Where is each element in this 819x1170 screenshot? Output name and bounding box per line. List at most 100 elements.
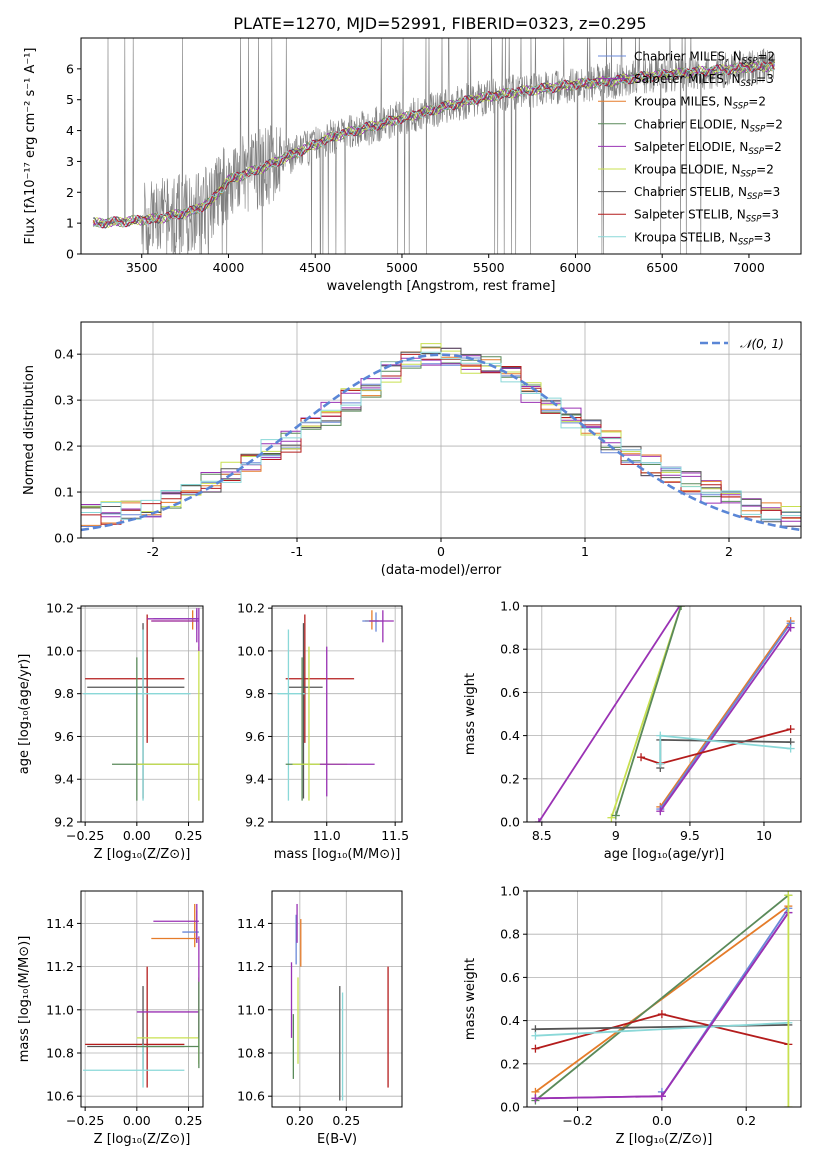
x-axis-label: wavelength [Angstrom, rest frame] [327,279,556,294]
y-tick-label: 9.4 [54,772,74,787]
x-tick-label: 6500 [646,260,678,275]
y-tick-label: 0.0 [54,531,74,546]
x-tick-label: 4000 [213,260,245,275]
plot-area [531,891,793,1107]
axes-frame [526,605,802,823]
axes-frame [271,605,403,823]
x-tick-label: 0.25 [175,1113,203,1128]
y-tick-label: 5 [66,92,74,107]
y-tick-label: 9.2 [54,815,74,830]
gaussian-curve [81,353,801,532]
panel-age_vs_Z: −0.25 0.00 0.25 9.2 9.4 9.6 9.8 10.0 10.2 Z [log₁… [17,601,204,862]
y-tick-label: 10.8 [237,1046,265,1061]
y-tick-label: 3 [66,154,74,169]
panel-mass_vs_Z: −0.25 0.00 0.25 10.6 10.8 11.0 11.2 11.4 Z [log₁… [17,890,204,1147]
x-tick-label: 2 [725,544,733,559]
x-tick-label: 11.5 [381,828,409,843]
y-tick-label: 10.6 [46,1089,74,1104]
y-tick-label: 0.4 [500,1013,520,1028]
x-tick-label: −0.25 [66,828,104,843]
weight-line [659,627,792,812]
weight-line [534,894,789,1102]
legend-entry: Salpeter ELODIE, NSSP=2 [634,140,782,157]
panel-age_vs_mass: 11.0 11.5 9.2 9.4 9.6 9.8 10.0 10.2 mass [log₁₀(… [237,601,409,862]
model-fit-line [92,61,775,229]
legend-entry: Kroupa ELODIE, NSSP=2 [634,163,774,180]
y-tick-label: 0.0 [500,815,520,830]
x-tick-label: 0.20 [286,1113,314,1128]
x-axis-label: Z [log₁₀(Z/Z⊙)] [94,847,191,862]
x-tick-label: 3500 [126,260,158,275]
legend-entry: Chabrier MILES, NSSP=2 [634,50,775,67]
y-tick-label: 0.3 [54,393,74,408]
panel-mass_vs_ebv: 0.20 0.25 10.6 10.8 11.0 11.2 11.4 E(B-V) [237,890,403,1147]
x-tick-label: −0.25 [66,1113,104,1128]
model-fit-line [93,60,775,229]
y-tick-label: 10.2 [46,601,74,616]
chart-panels: 3500 4000 4500 5000 5500 6000 6500 7000 0 1 2 3 4 5 6 w… [17,37,802,1147]
plot-area [83,903,200,1088]
legend-entry: Chabrier ELODIE, NSSP=2 [634,117,783,134]
y-tick-label: 9.8 [54,686,74,701]
plot-area [290,903,389,1101]
y-tick-label: 1.0 [500,884,520,899]
x-tick-label: 0.0 [652,1113,672,1128]
y-axis-label: Flux [fλ10⁻¹⁷ erg cm⁻² s⁻¹ A⁻¹] [23,48,38,245]
legend-entry: Kroupa MILES, NSSP=2 [634,95,766,112]
y-tick-label: 0.6 [500,685,520,700]
panel-spectrum: 3500 4000 4500 5000 5500 6000 6500 7000 0 1 2 3 4 5 6 w… [23,37,802,294]
x-tick-label: 0 [437,544,445,559]
y-tick-label: 0.4 [500,728,520,743]
x-axis-label: age [log₁₀(age/yr)] [604,847,725,862]
y-tick-label: 6 [66,61,74,76]
x-tick-label: 4500 [299,260,331,275]
y-tick-label: 4 [66,123,74,138]
plot-area [277,610,394,801]
legend-entry: Salpeter STELIB, NSSP=3 [634,208,779,225]
x-tick-label: 0.2 [736,1113,756,1128]
y-tick-label: 0.2 [500,1056,520,1071]
x-tick-label: 9.5 [680,828,700,843]
x-tick-label: 0.25 [175,828,203,843]
y-axis-label: mass [log₁₀(M/M⊙)] [17,936,32,1063]
y-tick-label: 0.8 [500,642,520,657]
axes-frame [271,890,403,1108]
y-axis-label: age [log₁₀(age/yr)] [17,654,32,775]
axes-frame [80,37,802,255]
x-axis-label: Z [log₁₀(Z/Z⊙)] [616,1132,713,1147]
y-tick-label: 11.2 [237,959,265,974]
panel-residuals: -2 -1 0 1 2 0.0 0.1 0.2 0.3 0.4 (data-model)/error… [22,321,802,578]
y-tick-label: 10.6 [237,1089,265,1104]
plot-area [81,343,801,532]
x-tick-label: -2 [147,544,159,559]
weight-line [659,622,792,810]
x-tick-label: 8.5 [532,828,552,843]
x-tick-label: 10 [756,828,772,843]
y-tick-label: 10.0 [46,643,74,658]
y-tick-label: 1.0 [500,599,520,614]
x-tick-label: −0.2 [562,1113,592,1128]
y-tick-label: 0.4 [54,347,74,362]
x-tick-label: -1 [291,544,303,559]
y-tick-label: 0.2 [500,771,520,786]
spectrum-legend: Chabrier MILES, NSSP=2 Salpeter MILES, NS… [598,50,783,247]
y-tick-label: 11.0 [46,1002,74,1017]
histogram-step [81,351,801,520]
axes-frame [80,605,204,823]
legend-entry: Chabrier STELIB, NSSP=3 [634,185,780,202]
plot-area [83,608,200,801]
x-tick-label: 1 [581,544,589,559]
axes-frame [526,890,802,1108]
panel-weight_vs_Z: −0.2 0.0 0.2 0.0 0.2 0.4 0.6 0.8 1.0 Z [log₁₀(Z/Z… [463,884,802,1147]
y-tick-label: 0.1 [54,485,74,500]
weight-line [615,606,682,816]
x-tick-label: 6000 [560,260,592,275]
legend-entry: 𝒩(0, 1) [740,337,784,351]
y-tick-label: 9.6 [245,729,265,744]
x-axis-label: mass [log₁₀(M/M⊙)] [274,847,401,862]
y-tick-label: 9.8 [245,686,265,701]
y-tick-label: 10.8 [46,1046,74,1061]
model-fit-line [92,60,775,229]
x-tick-label: 5000 [386,260,418,275]
